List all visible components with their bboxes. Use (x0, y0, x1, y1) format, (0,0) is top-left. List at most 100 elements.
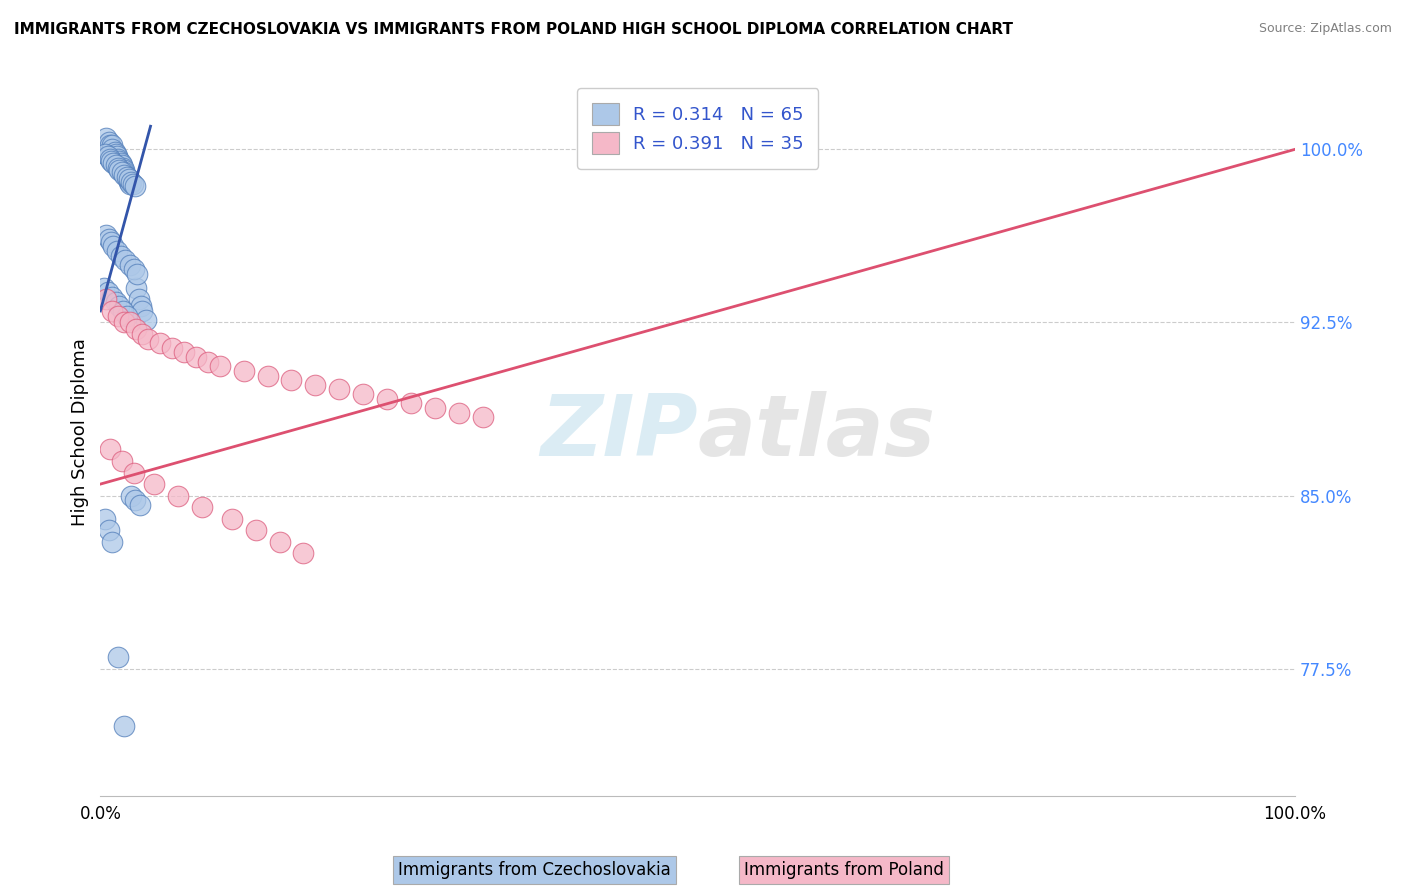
Point (120, 177, 142, 191)
Text: Immigrants from Poland: Immigrants from Poland (744, 861, 943, 879)
Point (120, 489, 142, 503)
Point (97, 523, 120, 537)
Point (112, 719, 135, 733)
Text: Immigrants from Czechoslovakia: Immigrants from Czechoslovakia (398, 861, 671, 879)
Point (108, 153, 131, 168)
Point (122, 262, 145, 277)
Point (105, 244, 128, 258)
Point (221, 512, 243, 526)
Point (107, 161, 129, 175)
Point (94, 147, 117, 161)
Point (208, 359, 231, 374)
Point (112, 161, 135, 175)
Point (101, 304, 124, 318)
Point (129, 299, 152, 313)
Point (101, 290, 124, 304)
Point (256, 368, 278, 383)
Point (118, 172, 141, 186)
Point (135, 313, 157, 327)
Point (101, 142, 124, 156)
Point (191, 500, 214, 515)
Point (100, 153, 122, 168)
Point (352, 387, 374, 401)
Point (97, 232, 120, 246)
Point (93, 281, 115, 295)
Point (128, 293, 150, 307)
Point (399, 396, 422, 410)
Point (105, 149, 128, 163)
Text: IMMIGRANTS FROM CZECHOSLOVAKIA VS IMMIGRANTS FROM POLAND HIGH SCHOOL DIPLOMA COR: IMMIGRANTS FROM CZECHOSLOVAKIA VS IMMIGR… (14, 22, 1014, 37)
Point (98, 152, 121, 166)
Point (149, 336, 172, 351)
Point (121, 177, 143, 191)
Point (375, 392, 398, 406)
Point (98, 442, 121, 457)
Point (112, 304, 135, 318)
Point (96, 149, 118, 163)
Point (115, 309, 138, 323)
Point (112, 168, 135, 182)
Point (118, 175, 141, 189)
Point (471, 410, 494, 425)
Text: Source: ZipAtlas.com: Source: ZipAtlas.com (1258, 22, 1392, 36)
Point (304, 377, 326, 392)
Point (120, 175, 142, 189)
Point (101, 137, 124, 152)
Point (269, 534, 291, 549)
Point (97, 136, 120, 150)
Point (131, 326, 153, 341)
Point (108, 299, 131, 313)
Point (103, 156, 125, 170)
Point (292, 546, 315, 560)
Point (110, 156, 132, 170)
Point (108, 163, 131, 178)
Point (197, 355, 219, 369)
Point (115, 169, 138, 184)
Point (423, 401, 446, 415)
Point (127, 267, 149, 281)
Y-axis label: High School Diploma: High School Diploma (72, 338, 89, 526)
Point (110, 248, 132, 262)
Point (111, 454, 134, 468)
Point (125, 281, 148, 295)
Point (94, 512, 117, 526)
Point (114, 253, 136, 268)
Point (111, 159, 134, 173)
Point (104, 294, 127, 309)
Point (184, 350, 207, 364)
Point (111, 165, 134, 179)
Point (280, 373, 302, 387)
Point (447, 405, 470, 419)
Point (167, 489, 190, 503)
Point (112, 165, 135, 179)
Point (98, 137, 121, 152)
Point (128, 498, 150, 512)
Point (120, 258, 142, 272)
Point (96, 293, 118, 307)
Point (122, 466, 145, 480)
Point (107, 152, 129, 166)
Point (96, 227, 118, 242)
Point (232, 364, 254, 378)
Point (107, 650, 129, 665)
Point (112, 163, 135, 178)
Point (112, 316, 135, 330)
Point (136, 332, 159, 346)
Point (104, 159, 127, 173)
Point (96, 285, 118, 300)
Point (115, 169, 138, 184)
Text: atlas: atlas (697, 391, 936, 474)
Point (120, 316, 142, 330)
Point (125, 322, 148, 336)
Point (117, 172, 139, 186)
Point (131, 304, 153, 318)
Text: ZIP: ZIP (540, 391, 697, 474)
Point (124, 493, 146, 508)
Point (103, 239, 125, 253)
Legend: R = 0.314   N = 65, R = 0.391   N = 35: R = 0.314 N = 65, R = 0.391 N = 35 (578, 88, 818, 169)
Point (160, 341, 183, 355)
Point (96, 130, 118, 145)
Point (101, 534, 124, 549)
Point (114, 168, 136, 182)
Point (173, 345, 195, 359)
